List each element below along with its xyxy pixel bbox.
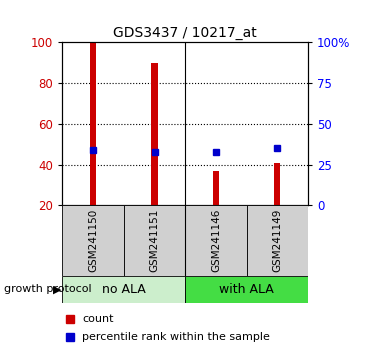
Text: with ALA: with ALA <box>219 283 274 296</box>
Text: percentile rank within the sample: percentile rank within the sample <box>82 332 270 342</box>
Text: growth protocol: growth protocol <box>4 284 92 294</box>
Bar <box>90 42 96 205</box>
Bar <box>124 205 185 276</box>
Bar <box>185 205 247 276</box>
Bar <box>62 276 185 303</box>
Bar <box>213 171 219 205</box>
Bar <box>274 162 280 205</box>
Bar <box>151 63 158 205</box>
Text: GSM241151: GSM241151 <box>149 209 160 273</box>
Text: GSM241146: GSM241146 <box>211 209 221 273</box>
Text: no ALA: no ALA <box>102 283 146 296</box>
Text: ▶: ▶ <box>53 284 61 294</box>
Bar <box>62 205 124 276</box>
Text: count: count <box>82 314 113 324</box>
Bar <box>185 276 308 303</box>
Title: GDS3437 / 10217_at: GDS3437 / 10217_at <box>113 26 257 40</box>
Text: GSM241150: GSM241150 <box>88 209 98 272</box>
Text: GSM241149: GSM241149 <box>272 209 282 273</box>
Bar <box>247 205 308 276</box>
